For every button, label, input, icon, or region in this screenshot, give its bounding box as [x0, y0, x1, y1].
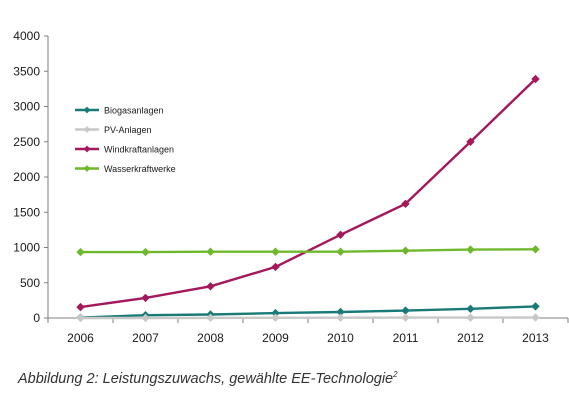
- y-tick-label: 3500: [13, 64, 40, 78]
- figure-caption: Abbildung 2: Leistungszuwachs, gewählte …: [18, 370, 398, 387]
- chart-series: [76, 74, 540, 323]
- data-point-pv-anlagen: [141, 313, 150, 323]
- data-point-wasserkraftwerke: [466, 245, 475, 254]
- data-point-windkraftanlagen: [271, 262, 280, 272]
- chart-legend: Biogasanlagen PV-Anlagen Windkraftanlagen W…: [75, 105, 176, 174]
- series-line-biogasanlagen: [80, 305, 536, 319]
- legend-label-windkraftanlagen: Windkraftanlagen: [104, 144, 174, 154]
- data-point-pv-anlagen: [336, 313, 345, 322]
- x-tick-label: 2011: [393, 331, 419, 345]
- data-point-biogasanlagen: [531, 302, 540, 311]
- data-point-pv-anlagen: [76, 313, 85, 323]
- data-point-wasserkraftwerke: [336, 247, 345, 256]
- data-point-windkraftanlagen: [531, 74, 540, 84]
- x-tick-label: 2013: [522, 331, 549, 345]
- x-tick-label: 2008: [197, 331, 224, 345]
- data-point-pv-anlagen: [271, 313, 280, 322]
- data-point-pv-anlagen: [531, 313, 540, 322]
- caption-text: Abbildung 2: Leistungszuwachs, gewählte …: [18, 370, 394, 387]
- x-tick-label: 2009: [262, 331, 289, 345]
- data-point-windkraftanlagen: [76, 302, 85, 312]
- data-point-biogasanlagen: [401, 306, 410, 315]
- legend-swatch-marker: [83, 126, 91, 133]
- series-line-wasserkraftwerke: [80, 248, 536, 254]
- data-point-biogasanlagen: [466, 304, 475, 314]
- series-line-pv-anlagen: [80, 316, 536, 320]
- y-tick-label: 1000: [13, 241, 40, 255]
- x-tick-label: 2010: [327, 331, 354, 345]
- data-point-pv-anlagen: [466, 313, 475, 322]
- data-point-wasserkraftwerke: [401, 246, 410, 255]
- x-tick-labels: 2006 2007 2008 2009 2010 2011 2012 2013: [67, 331, 549, 345]
- caption-footnote-mark: 2: [393, 370, 398, 379]
- data-point-pv-anlagen: [206, 313, 215, 323]
- legend-swatch-marker: [83, 165, 91, 172]
- y-tick-label: 4000: [13, 29, 40, 43]
- legend-swatch-marker: [83, 145, 91, 153]
- legend-swatch-marker: [83, 106, 91, 114]
- data-point-biogasanlagen: [336, 307, 345, 317]
- data-point-windkraftanlagen: [141, 293, 150, 303]
- chart-axes: [44, 35, 569, 323]
- data-point-wasserkraftwerke: [531, 245, 540, 254]
- y-tick-label: 2000: [13, 170, 40, 184]
- y-tick-label: 1500: [13, 205, 40, 219]
- legend-label-wasserkraftwerke: Wasserkraftwerke: [104, 164, 176, 174]
- data-point-windkraftanlagen: [466, 137, 475, 146]
- y-tick-label: 3000: [13, 100, 40, 114]
- data-point-wasserkraftwerke: [141, 247, 150, 257]
- data-point-biogasanlagen: [271, 308, 280, 318]
- data-point-windkraftanlagen: [336, 230, 345, 240]
- legend-label-biogasanlagen: Biogasanlagen: [104, 105, 164, 115]
- y-tick-label: 500: [20, 276, 40, 290]
- data-point-pv-anlagen: [401, 313, 410, 322]
- y-tick-label: 0: [33, 311, 40, 325]
- x-tick-label: 2006: [67, 331, 94, 345]
- legend-label-pv-anlagen: PV-Anlagen: [104, 125, 152, 135]
- data-point-wasserkraftwerke: [271, 247, 280, 256]
- y-tick-labels: 0 500 1000 1500 2000 2500 3000 3500 4000: [13, 29, 40, 325]
- data-point-windkraftanlagen: [401, 199, 410, 208]
- data-point-wasserkraftwerke: [76, 247, 85, 257]
- data-point-wasserkraftwerke: [206, 247, 215, 256]
- y-tick-label: 2500: [13, 135, 40, 149]
- x-tick-label: 2007: [132, 331, 159, 345]
- x-tick-label: 2012: [457, 331, 484, 345]
- data-point-windkraftanlagen: [206, 282, 215, 291]
